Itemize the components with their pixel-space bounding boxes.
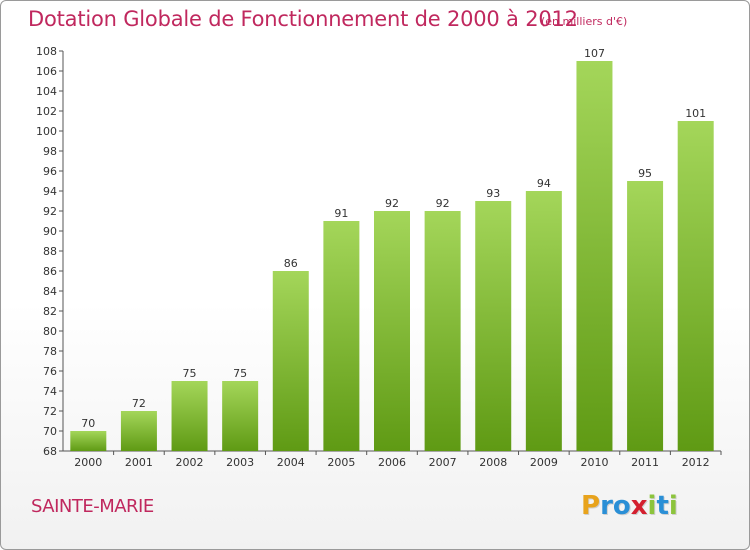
chart-unit-note: (en milliers d'€) — [541, 15, 628, 28]
x-tick-label: 2007 — [429, 456, 457, 469]
x-tick-label: 2012 — [682, 456, 710, 469]
brand-logo-letter: i — [647, 491, 657, 521]
bars — [70, 61, 714, 451]
bar-value-label: 101 — [685, 107, 706, 120]
y-tick-label: 90 — [43, 225, 57, 238]
bar — [222, 381, 259, 451]
y-tick-label: 84 — [43, 285, 57, 298]
y-tick-label: 70 — [43, 425, 57, 438]
y-tick-label: 104 — [36, 85, 57, 98]
bar-value-label: 107 — [584, 47, 605, 60]
y-tick-label: 88 — [43, 245, 57, 258]
y-tick-label: 76 — [43, 365, 57, 378]
brand-logo-letter: x — [630, 491, 648, 521]
bar-value-label: 95 — [638, 167, 652, 180]
brand-logo-letter: o — [612, 491, 631, 521]
y-tick-label: 74 — [43, 385, 57, 398]
x-tick-label: 2006 — [378, 456, 406, 469]
bar — [525, 191, 562, 451]
y-tick-label: 72 — [43, 405, 57, 418]
x-tick-label: 2003 — [226, 456, 254, 469]
brand-logo-letter: i — [668, 491, 678, 521]
brand-logo: Proxiti — [581, 491, 678, 521]
x-tick-label: 2005 — [327, 456, 355, 469]
y-tick-label: 94 — [43, 185, 57, 198]
x-tick-label: 2001 — [125, 456, 153, 469]
bar — [475, 201, 512, 451]
bar — [424, 211, 461, 451]
y-axis: 68 70 72 74 76 78 80 82 84 86 88 90 92 94 96 98 100 102 10… — [36, 45, 64, 458]
brand-logo-letter: t — [656, 491, 669, 521]
y-tick-label: 98 — [43, 145, 57, 158]
x-tick-label: 2009 — [530, 456, 558, 469]
y-tick-label: 68 — [43, 445, 57, 458]
bar-value-label: 75 — [233, 367, 247, 380]
bar-value-label: 70 — [81, 417, 95, 430]
bar-value-label: 72 — [132, 397, 146, 410]
bar — [272, 271, 309, 451]
bar — [120, 411, 157, 451]
bar-value-label: 92 — [436, 197, 450, 210]
chart-title: Dotation Globale de Fonctionnement de 20… — [28, 7, 578, 31]
bar-value-label: 94 — [537, 177, 551, 190]
bar — [323, 221, 360, 451]
x-tick-label: 2000 — [74, 456, 102, 469]
bar — [70, 431, 107, 451]
y-tick-label: 78 — [43, 345, 57, 358]
x-tick-label: 2010 — [580, 456, 608, 469]
y-tick-label: 96 — [43, 165, 57, 178]
bar-value-label: 75 — [183, 367, 197, 380]
bar — [576, 61, 613, 451]
bar-value-label: 93 — [486, 187, 500, 200]
x-tick-label: 2002 — [176, 456, 204, 469]
y-tick-label: 92 — [43, 205, 57, 218]
y-tick-label: 80 — [43, 325, 57, 338]
brand-logo-letter: r — [600, 491, 613, 521]
x-axis: 2000 2001 2002 2003 2004 2005 2006 2007 2008 2009… — [63, 450, 722, 469]
y-tick-label: 86 — [43, 265, 57, 278]
bar-value-label: 86 — [284, 257, 298, 270]
bar — [374, 211, 410, 451]
brand-logo-letter: P — [581, 491, 601, 521]
bar — [171, 381, 208, 451]
bar-value-label: 92 — [385, 197, 399, 210]
x-tick-label: 2004 — [277, 456, 305, 469]
x-tick-label: 2011 — [631, 456, 659, 469]
bar — [627, 181, 664, 451]
y-tick-label: 102 — [36, 105, 57, 118]
y-tick-label: 106 — [36, 65, 57, 78]
bar-value-label: 91 — [334, 207, 348, 220]
x-tick-label: 2008 — [479, 456, 507, 469]
y-tick-label: 100 — [36, 125, 57, 138]
y-tick-label: 82 — [43, 305, 57, 318]
commune-name: SAINTE-MARIE — [31, 496, 154, 517]
y-tick-label: 108 — [36, 45, 57, 58]
bar — [677, 121, 714, 451]
bar-labels: 70 72 75 75 86 91 92 92 93 94 107 95 101 — [81, 47, 706, 430]
